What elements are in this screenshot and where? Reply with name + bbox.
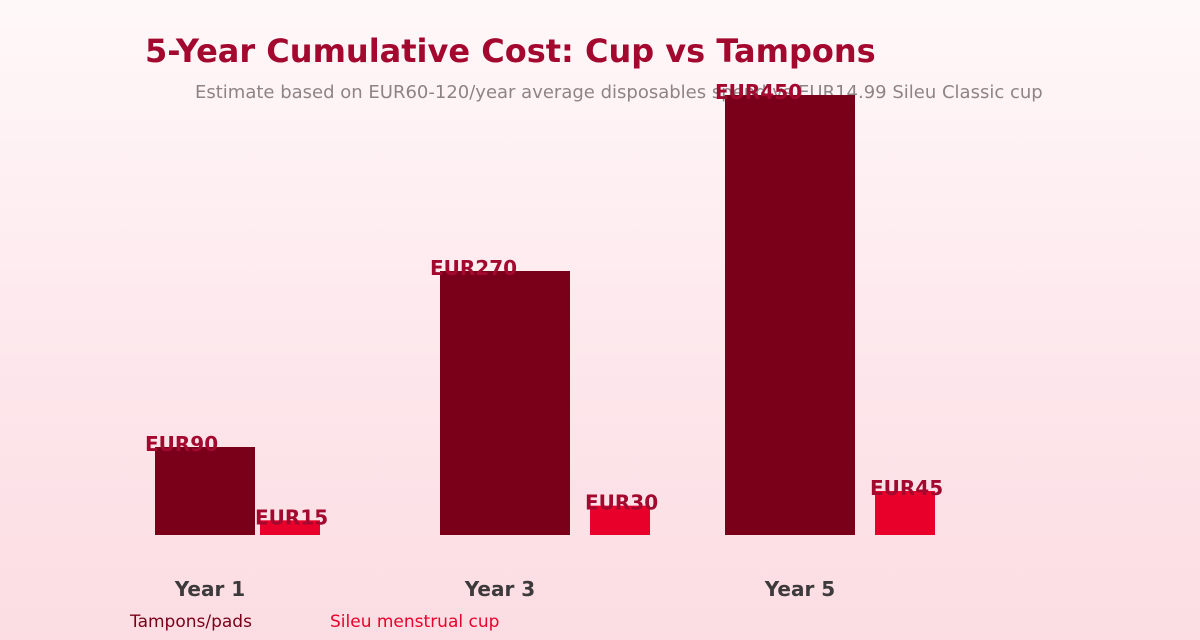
- bar-cup-year-5: [875, 491, 935, 535]
- data-label-cup-year-1: EUR15: [255, 505, 328, 529]
- data-label-cup-year-5: EUR45: [870, 476, 943, 500]
- category-label-year-3: Year 3: [464, 577, 535, 601]
- data-label-cup-year-3: EUR30: [585, 491, 658, 515]
- data-label-tampons-year-5: EUR450: [715, 80, 802, 104]
- bar-cup-year-1: [260, 520, 320, 535]
- legend-item-tampons: Tampons/pads: [130, 612, 252, 632]
- data-label-tampons-year-1: EUR90: [145, 432, 218, 456]
- chart-title: 5-Year Cumulative Cost: Cup vs Tampons: [145, 32, 876, 70]
- bar-tampons-year-5: [725, 95, 855, 535]
- bar-tampons-year-3: [440, 271, 570, 535]
- bar-tampons-year-1: [155, 447, 255, 535]
- data-label-tampons-year-3: EUR270: [430, 256, 517, 280]
- category-label-year-1: Year 1: [174, 577, 245, 601]
- bar-cup-year-3: [590, 505, 650, 535]
- legend-item-cup: Sileu menstrual cup: [330, 612, 500, 632]
- category-label-year-5: Year 5: [764, 577, 835, 601]
